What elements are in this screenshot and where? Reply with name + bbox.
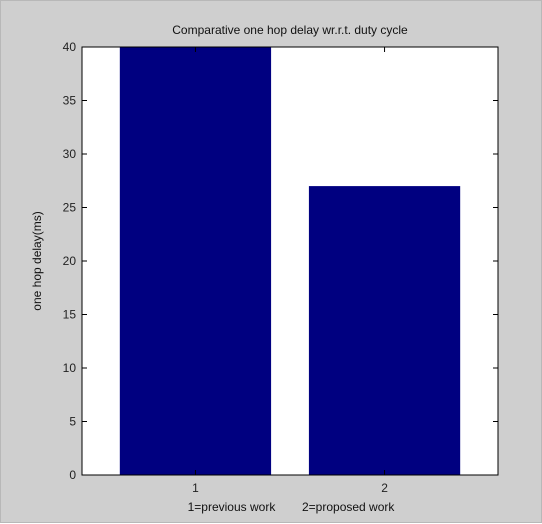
bars-group [119, 47, 461, 475]
y-tick-label: 0 [69, 468, 76, 482]
x-axis-label: 1=previous work 2=proposed work [188, 500, 396, 514]
x-tick-label: 1 [192, 481, 199, 495]
y-tick-label: 10 [63, 361, 77, 375]
y-axis-label: one hop delay(ms) [30, 211, 44, 310]
y-tick-label: 20 [63, 254, 77, 268]
y-tick-label: 15 [63, 308, 77, 322]
x-tick-label: 2 [381, 481, 388, 495]
axes-group: 0 5 10 15 20 25 30 35 40 1 2 [63, 40, 499, 495]
chart-title: Comparative one hop delay wr.r.t. duty c… [172, 23, 408, 37]
y-tick-label: 30 [63, 147, 77, 161]
y-tick-label: 25 [63, 201, 77, 215]
bar-1 [119, 47, 272, 475]
y-tick-label: 5 [69, 415, 76, 429]
y-tick-label: 35 [63, 94, 77, 108]
bar-2 [308, 186, 461, 475]
y-tick-label: 40 [63, 40, 77, 54]
